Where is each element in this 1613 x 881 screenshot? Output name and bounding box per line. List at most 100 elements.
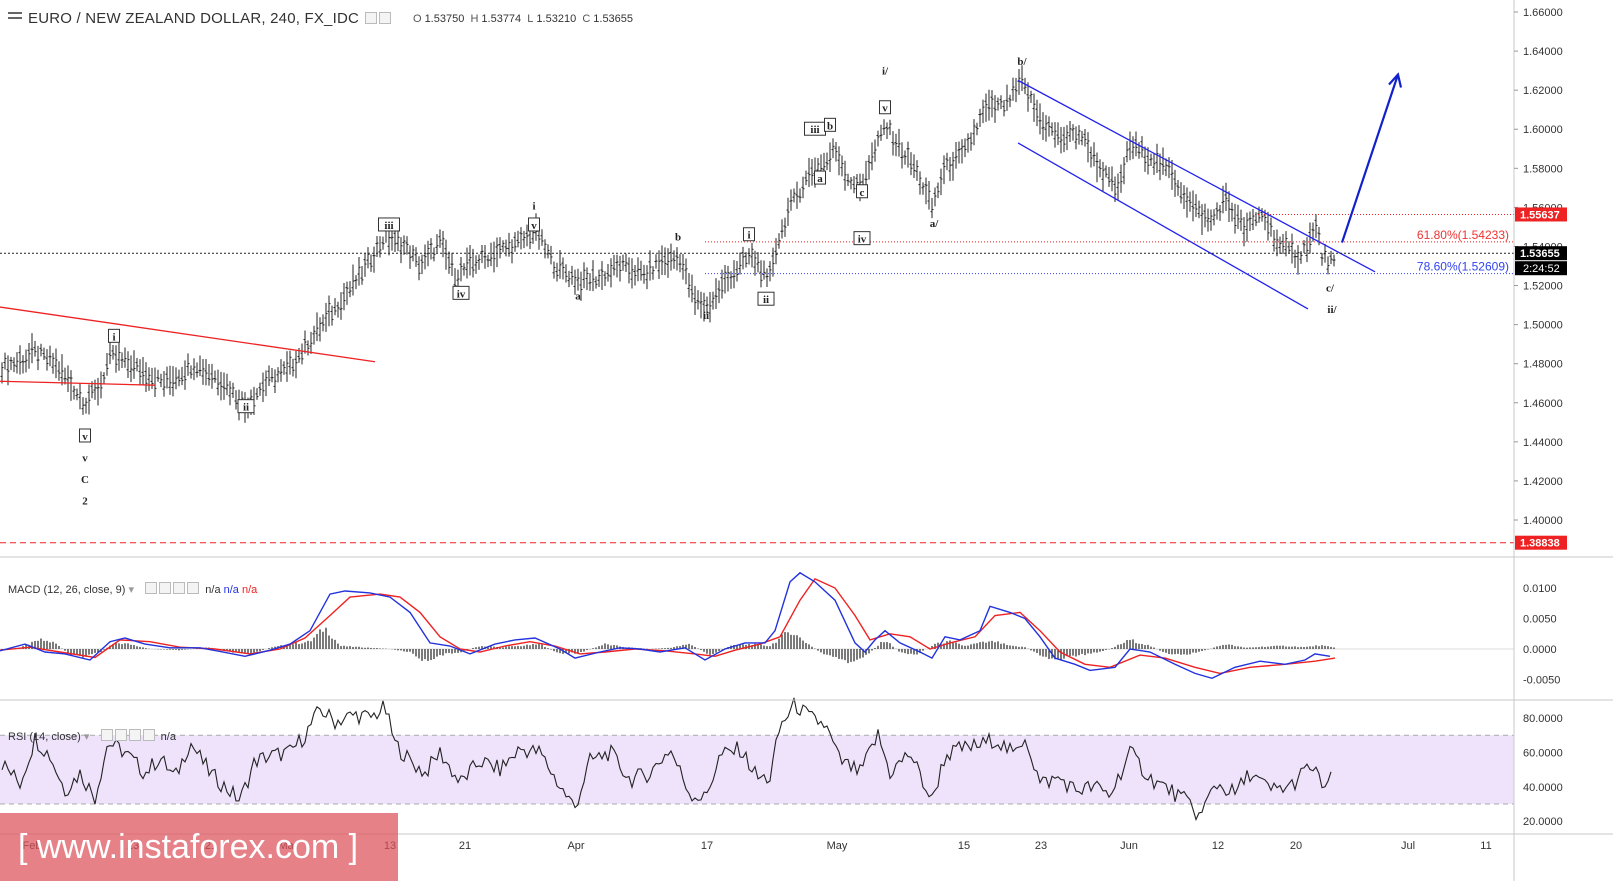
price-tick-label: 1.40000 [1523, 515, 1563, 527]
rsi-title: RSI (14, close) [8, 731, 81, 743]
rsi-band [0, 735, 1514, 804]
wave-label: b/ [1017, 56, 1027, 68]
wave-label: c/ [1326, 282, 1335, 294]
rsi-settings-icon[interactable] [114, 729, 127, 741]
time-tick-label: Jun [1120, 840, 1138, 852]
wave-label: i [747, 230, 750, 242]
forecast-arrow [1340, 74, 1400, 243]
level-badge [1515, 535, 1567, 550]
rsi-tick-label: 20.0000 [1523, 816, 1563, 828]
macd-close-icon[interactable] [187, 582, 200, 594]
price-tick-label: 1.60000 [1523, 124, 1563, 136]
ohlc-readout: O 1.53750 H 1.53774 L 1.53210 C 1.53655 [413, 13, 633, 25]
price-tick-label: 1.58000 [1523, 163, 1563, 175]
rsi-visibility-icon[interactable] [100, 729, 113, 741]
wave-label: i [532, 200, 535, 212]
rsi-tick-label: 80.0000 [1523, 713, 1563, 725]
macd-pane [0, 571, 1514, 680]
visibility-icon[interactable] [379, 12, 392, 24]
wave-label: ii [243, 402, 249, 414]
high-value: 1.53774 [481, 13, 522, 25]
wave-label: ii/ [1327, 304, 1337, 316]
time-tick-label: Jul [1401, 840, 1415, 852]
time-tick-label: May [827, 840, 848, 852]
macd-legend: MACD (12, 26, close, 9) ▾ n/a n/a n/a [8, 582, 258, 596]
rsi-close-icon[interactable] [142, 729, 155, 741]
price-tick-label: 1.44000 [1523, 437, 1563, 449]
wave-label-box [824, 117, 836, 132]
wave-label: iii [384, 220, 393, 232]
wave-label-box [856, 184, 868, 199]
wave-label-box [79, 428, 91, 443]
wave-label: C [81, 474, 89, 486]
rsi-legend: RSI (14, close) ▾ n/a [8, 729, 176, 743]
settings-icon[interactable] [365, 12, 378, 24]
wave-label: ii [703, 310, 709, 322]
macd-tick-label: -0.0050 [1523, 675, 1560, 687]
rsi-add-icon[interactable] [128, 729, 141, 741]
red-trendline-upper [0, 306, 376, 363]
price-pane: 61.80%(1.54233)78.60%(1.52609)vvC2iiiiii… [0, 56, 1514, 544]
wave-label: ii [763, 294, 769, 306]
wave-label: b [675, 232, 681, 244]
time-tick-label: 12 [1212, 840, 1224, 852]
low-label: L [527, 13, 534, 25]
open-value: 1.53750 [424, 13, 465, 25]
wave-label-box [237, 399, 255, 414]
wave-label-box [452, 285, 470, 300]
macd-settings-icon[interactable] [159, 582, 172, 594]
fib-label: 78.60%(1.52609) [1417, 260, 1509, 274]
wave-label: i/ [882, 66, 889, 78]
time-tick-label: 21 [459, 840, 471, 852]
rsi-tick-label: 40.0000 [1523, 782, 1563, 794]
level-badge-label: 1.53655 [1520, 248, 1560, 260]
rsi-value: n/a [160, 731, 176, 743]
rsi-tick-label: 60.0000 [1523, 747, 1563, 759]
macd-value: n/a [205, 584, 221, 596]
wave-label: 2 [82, 495, 88, 507]
wave-label: iii [810, 124, 819, 136]
level-badge-label: 1.55637 [1520, 209, 1560, 221]
level-badge [1515, 207, 1567, 222]
price-tick-label: 1.62000 [1523, 85, 1563, 97]
channel-lower-line [1017, 142, 1309, 310]
wave-label: iv [858, 234, 867, 246]
close-label: C [582, 13, 591, 25]
time-tick-label: 15 [958, 840, 970, 852]
price-tick-label: 1.46000 [1523, 398, 1563, 410]
wave-label-box [853, 231, 871, 246]
wave-label-box [743, 227, 755, 242]
price-tick-label: 1.66000 [1523, 7, 1563, 19]
macd-visibility-icon[interactable] [145, 582, 158, 594]
macd-add-icon[interactable] [173, 582, 186, 594]
wave-label: b [827, 120, 833, 132]
symbol-title: EURO / NEW ZEALAND DOLLAR, 240, FX_IDC [28, 10, 392, 27]
time-tick-label: 23 [1035, 840, 1047, 852]
low-value: 1.53210 [536, 13, 577, 25]
price-tick-label: 1.42000 [1523, 476, 1563, 488]
wave-label-box [528, 217, 540, 232]
forecast-arrowhead [1388, 72, 1403, 88]
high-label: H [470, 13, 479, 25]
wave-label: c [860, 187, 865, 199]
wave-label: iv [457, 288, 466, 300]
wave-label-box [814, 170, 826, 185]
macd-signal-value: n/a [223, 584, 239, 596]
wave-label: v [82, 431, 88, 443]
price-tick-label: 1.50000 [1523, 320, 1563, 332]
macd-tick-label: 0.0050 [1523, 614, 1557, 626]
menu-icon[interactable] [8, 12, 22, 24]
level-badge-label: 1.38838 [1520, 538, 1560, 550]
countdown-label: 2:24:52 [1523, 263, 1560, 275]
watermark: [ www.instaforex.com ] [0, 813, 398, 881]
rsi-line [1, 697, 1332, 822]
price-tick-label: 1.52000 [1523, 281, 1563, 293]
wave-label-box [879, 100, 891, 115]
wave-label: v [82, 452, 88, 464]
wave-label-box [757, 291, 775, 306]
price-tick-label: 1.64000 [1523, 46, 1563, 58]
wave-label: a [817, 173, 823, 185]
wave-label-box [378, 217, 400, 232]
